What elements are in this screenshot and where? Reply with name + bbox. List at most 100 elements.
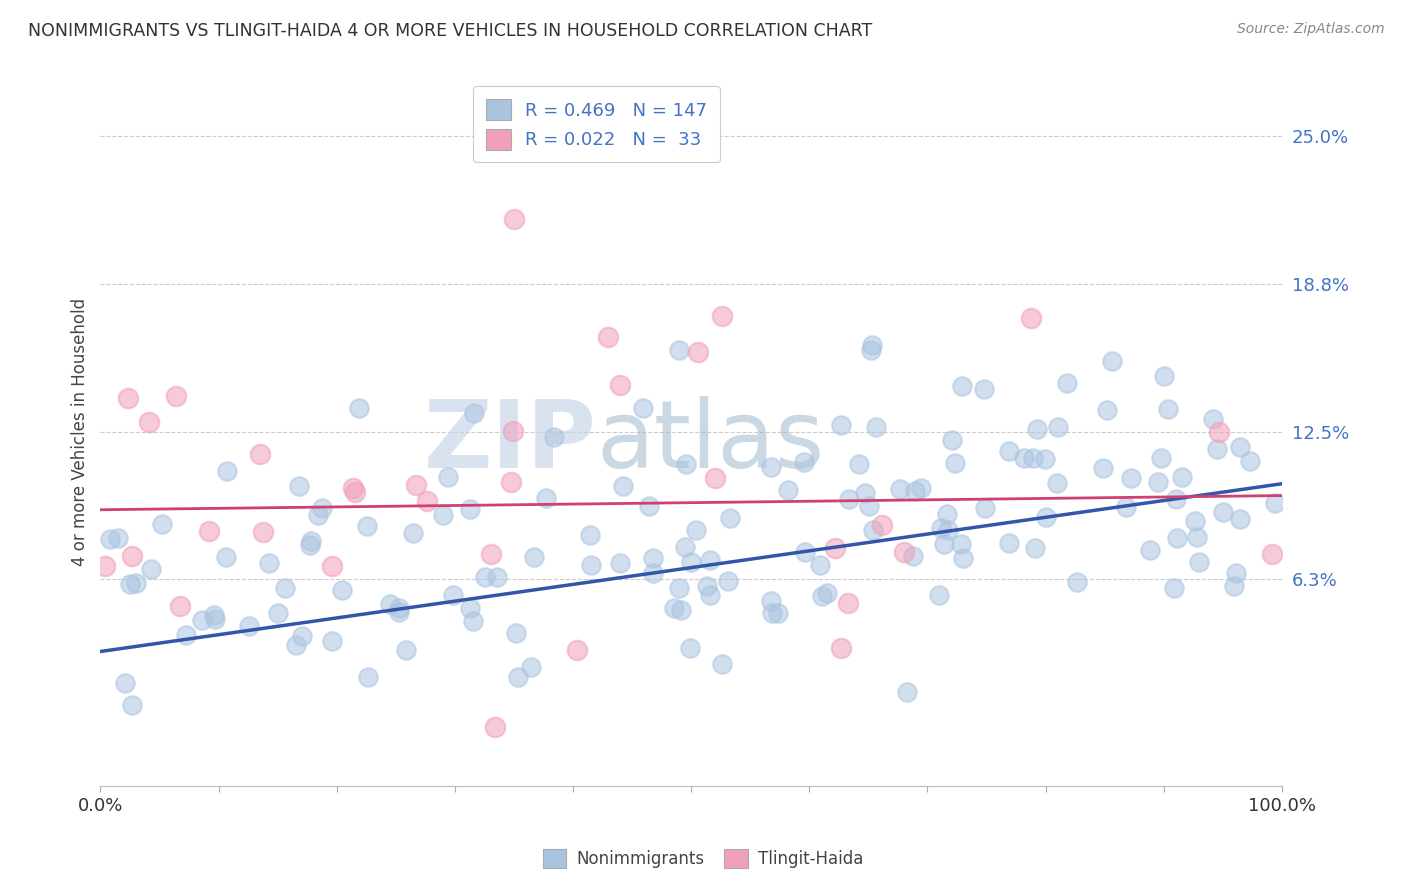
Point <box>169 599 191 614</box>
Point <box>838 492 860 507</box>
Point <box>347 401 370 415</box>
Point <box>139 562 162 576</box>
Point <box>378 597 401 611</box>
Point <box>523 549 546 564</box>
Point <box>1019 310 1042 325</box>
Point <box>675 458 697 472</box>
Point <box>486 569 509 583</box>
Point <box>1225 566 1247 581</box>
Point <box>973 382 995 396</box>
Point <box>291 629 314 643</box>
Point <box>643 566 665 580</box>
Point <box>565 643 588 657</box>
Point <box>928 588 950 602</box>
Point <box>1208 425 1230 439</box>
Point <box>321 558 343 573</box>
Point <box>238 619 260 633</box>
Point <box>416 493 439 508</box>
Point <box>1115 500 1137 515</box>
Point <box>405 478 427 492</box>
Point <box>458 502 481 516</box>
Point <box>952 378 974 392</box>
Point <box>699 553 721 567</box>
Point <box>668 581 690 595</box>
Point <box>1150 451 1173 466</box>
Point <box>474 570 496 584</box>
Point <box>267 606 290 620</box>
Point <box>718 510 741 524</box>
Point <box>121 549 143 563</box>
Point <box>1229 512 1251 526</box>
Point <box>688 345 710 359</box>
Point <box>321 634 343 648</box>
Point <box>609 556 631 570</box>
Text: Source: ZipAtlas.com: Source: ZipAtlas.com <box>1237 22 1385 37</box>
Point <box>252 525 274 540</box>
Point <box>759 459 782 474</box>
Point <box>904 484 927 499</box>
Point <box>598 330 620 344</box>
Point <box>1035 509 1057 524</box>
Point <box>1066 574 1088 589</box>
Point <box>949 537 972 551</box>
Point <box>664 601 686 615</box>
Point <box>499 475 522 490</box>
Point <box>941 433 963 447</box>
Point <box>311 501 333 516</box>
Point <box>121 698 143 713</box>
Point <box>1239 454 1261 468</box>
Point <box>284 638 307 652</box>
Point <box>893 545 915 559</box>
Point <box>1206 442 1229 457</box>
Point <box>150 516 173 531</box>
Point <box>1261 547 1284 561</box>
Point <box>1033 452 1056 467</box>
Point <box>858 500 880 514</box>
Point <box>432 508 454 522</box>
Point <box>479 548 502 562</box>
Point <box>1091 461 1114 475</box>
Point <box>889 482 911 496</box>
Point <box>98 533 121 547</box>
Point <box>853 485 876 500</box>
Text: NONIMMIGRANTS VS TLINGIT-HAIDA 4 OR MORE VEHICLES IN HOUSEHOLD CORRELATION CHART: NONIMMIGRANTS VS TLINGIT-HAIDA 4 OR MORE… <box>28 22 872 40</box>
Point <box>848 457 870 471</box>
Point <box>1147 475 1170 489</box>
Point <box>217 464 239 478</box>
Point <box>307 508 329 523</box>
Point <box>579 528 602 542</box>
Text: ZIP: ZIP <box>423 396 596 489</box>
Point <box>952 551 974 566</box>
Point <box>1022 451 1045 466</box>
Point <box>198 524 221 538</box>
Point <box>759 594 782 608</box>
Point <box>191 613 214 627</box>
Point <box>668 343 690 357</box>
Point <box>579 558 602 572</box>
Point <box>505 625 527 640</box>
Point <box>641 550 664 565</box>
Point <box>344 484 367 499</box>
Point <box>766 607 789 621</box>
Point <box>330 582 353 597</box>
Point <box>402 526 425 541</box>
Point <box>810 558 832 572</box>
Point <box>506 670 529 684</box>
Point <box>837 596 859 610</box>
Point <box>165 389 187 403</box>
Point <box>717 574 740 588</box>
Point <box>458 601 481 615</box>
Point <box>502 212 524 227</box>
Point <box>859 343 882 357</box>
Legend: Nonimmigrants, Tlingit-Haida: Nonimmigrants, Tlingit-Haida <box>536 842 870 875</box>
Point <box>862 524 884 538</box>
Point <box>945 456 967 470</box>
Point <box>1026 422 1049 436</box>
Point <box>124 575 146 590</box>
Point <box>612 479 634 493</box>
Point <box>761 606 783 620</box>
Point <box>1012 451 1035 466</box>
Point <box>1153 369 1175 384</box>
Point <box>699 588 721 602</box>
Point <box>609 377 631 392</box>
